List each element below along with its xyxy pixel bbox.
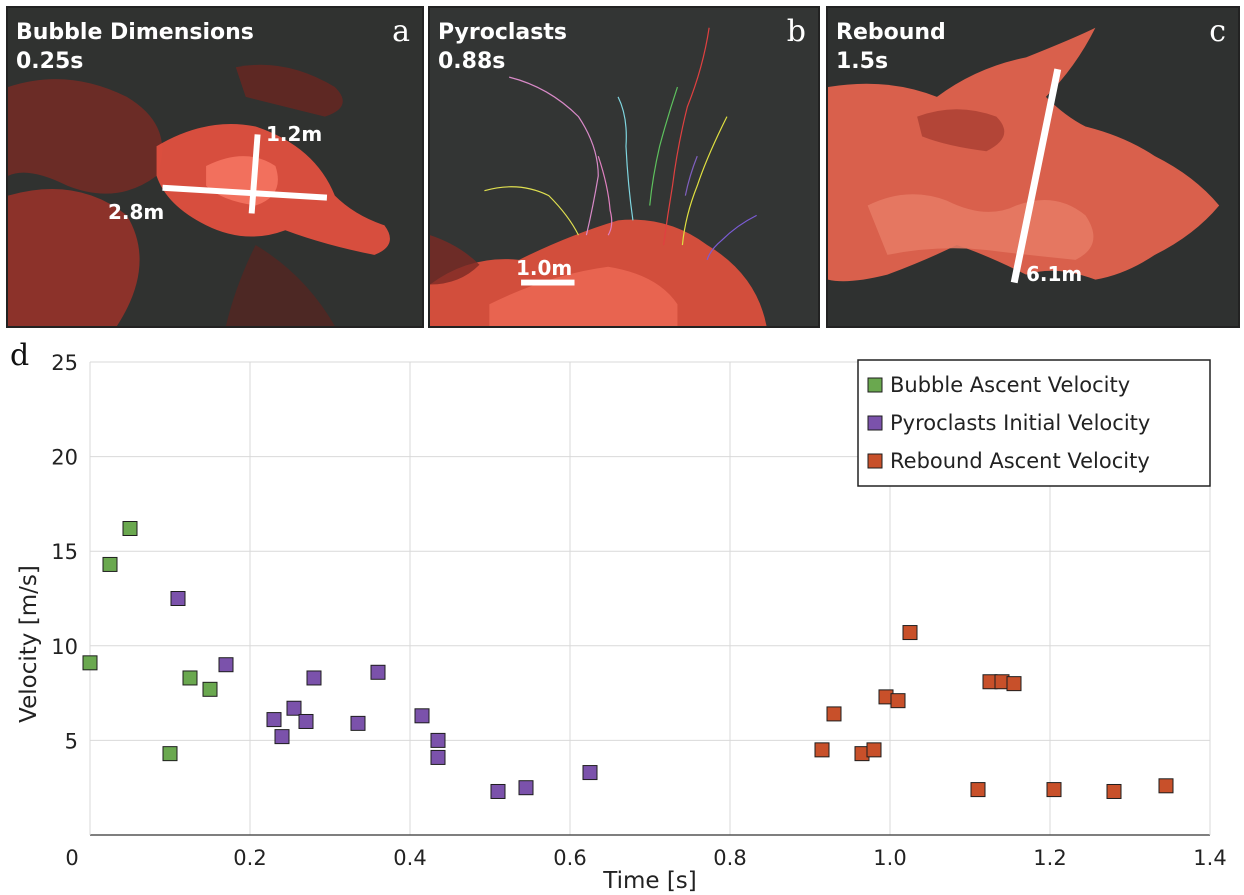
data-point-series-2 — [902, 625, 918, 641]
data-point-series-0 — [82, 655, 98, 671]
y-tick-label: 5 — [65, 729, 78, 753]
data-point-series-1 — [266, 712, 282, 728]
data-point-series-1 — [306, 670, 322, 686]
pyroclasts-photo — [430, 8, 818, 326]
data-point-series-2 — [1046, 782, 1062, 798]
data-point-series-2 — [970, 782, 986, 798]
panel-a-time: 0.25s — [16, 49, 84, 74]
y-tick-label: 10 — [51, 635, 78, 659]
x-tick-label: 0 — [65, 846, 78, 870]
x-tick-label: 0.2 — [233, 846, 266, 870]
data-point-series-1 — [582, 765, 598, 781]
x-tick-label: 0.4 — [393, 846, 426, 870]
data-point-series-1 — [274, 729, 290, 745]
legend-swatch — [867, 377, 883, 393]
bubble-width-label: 2.8m — [108, 200, 165, 224]
data-point-series-2 — [1158, 778, 1174, 794]
panel-b-title-text: Pyroclasts — [438, 20, 567, 45]
data-point-series-1 — [170, 591, 186, 606]
panel-c-title-text: Rebound — [836, 20, 946, 45]
data-points — [82, 520, 1174, 799]
legend-label: Rebound Ascent Velocity — [890, 449, 1150, 473]
data-point-series-2 — [890, 693, 906, 709]
y-tick-label: 25 — [51, 351, 78, 375]
bubble-height-label: 1.2m — [266, 122, 323, 146]
data-point-series-1 — [286, 700, 302, 716]
panel-b-time: 0.88s — [438, 49, 506, 74]
data-point-series-1 — [350, 715, 366, 731]
x-tick-label: 1.4 — [1193, 846, 1226, 870]
x-tick-label: 0.8 — [713, 846, 746, 870]
data-point-series-1 — [298, 713, 314, 729]
panel-d-letter: d — [10, 338, 30, 373]
data-point-series-0 — [182, 670, 198, 686]
data-point-series-2 — [1106, 783, 1122, 799]
legend-swatch — [867, 415, 883, 431]
data-point-series-1 — [518, 780, 534, 796]
legend-box — [857, 359, 1211, 487]
panel-c-time: 1.5s — [836, 49, 889, 74]
rebound-length-label: 6.1m — [1026, 262, 1083, 286]
legend-label: Pyroclasts Initial Velocity — [890, 411, 1150, 435]
y-axis-title: Velocity [m/s] — [16, 565, 42, 723]
legend: Bubble Ascent Velocity Pyroclasts Initial… — [857, 359, 1211, 487]
panel-b-title: Pyroclasts 0.88s — [438, 18, 567, 76]
data-point-series-1 — [370, 664, 386, 680]
panel-a-letter: a — [392, 14, 410, 49]
scale-bar-label: 1.0m — [516, 256, 573, 280]
panel-b-pyroclasts: Pyroclasts 0.88s b 1.0m — [428, 6, 820, 328]
x-tick-label: 1.2 — [1033, 846, 1066, 870]
data-point-series-1 — [414, 708, 430, 724]
data-point-series-2 — [826, 706, 842, 722]
data-point-series-1 — [218, 657, 234, 673]
rebound-photo — [828, 8, 1238, 326]
panel-a-title: Bubble Dimensions 0.25s — [16, 18, 254, 76]
panel-a-title-text: Bubble Dimensions — [16, 20, 254, 45]
y-tick-label: 20 — [51, 446, 78, 470]
data-point-series-0 — [122, 520, 138, 536]
data-point-series-1 — [430, 732, 446, 748]
tick-labels: 0 0.2 0.4 0.6 0.8 1.0 1.2 1.4 5 10 15 20 25 — [51, 351, 1226, 870]
data-point-series-0 — [202, 681, 218, 697]
x-tick-label: 0.6 — [553, 846, 586, 870]
data-point-series-1 — [490, 783, 506, 799]
panel-c-rebound: Rebound 1.5s c 6.1m — [826, 6, 1240, 328]
panel-b-letter: b — [786, 14, 806, 49]
data-point-series-2 — [1006, 676, 1022, 692]
panel-a-bubble-dimensions: Bubble Dimensions 0.25s a 1.2m 2.8m — [6, 6, 424, 328]
data-point-series-1 — [430, 749, 446, 765]
data-point-series-2 — [814, 742, 830, 758]
data-point-series-2 — [866, 742, 882, 758]
legend-swatch — [867, 453, 883, 469]
bubble-photo — [8, 8, 422, 326]
y-tick-label: 15 — [51, 540, 78, 564]
velocity-scatter-chart: 0 0.2 0.4 0.6 0.8 1.0 1.2 1.4 5 10 15 20 25 Time [s]… — [16, 351, 1227, 894]
x-axis-title: Time [s] — [602, 868, 697, 894]
data-point-series-0 — [102, 556, 118, 572]
panel-c-title: Rebound 1.5s — [836, 18, 946, 76]
legend-label: Bubble Ascent Velocity — [890, 373, 1130, 397]
x-tick-label: 1.0 — [873, 846, 906, 870]
panel-c-letter: c — [1209, 14, 1226, 49]
data-point-series-0 — [162, 746, 178, 762]
